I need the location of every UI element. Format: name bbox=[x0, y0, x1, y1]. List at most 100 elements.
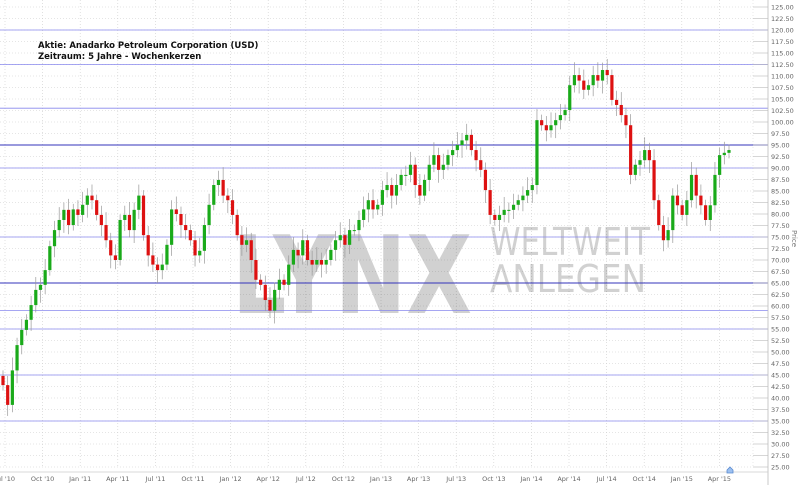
y-tick-label: 37.50 bbox=[771, 406, 790, 414]
candle-body bbox=[647, 150, 651, 161]
candle-body bbox=[254, 260, 258, 280]
candle-body bbox=[216, 179, 221, 186]
candle-body bbox=[516, 200, 520, 205]
candle-body bbox=[455, 145, 459, 151]
candle-body bbox=[118, 219, 122, 260]
candle-body bbox=[404, 174, 408, 176]
x-tick-label: Jan '12 bbox=[219, 475, 242, 483]
y-tick-label: 92.50 bbox=[771, 153, 790, 161]
candle-body bbox=[319, 260, 324, 265]
candle-body bbox=[305, 240, 310, 260]
candle-body bbox=[296, 249, 300, 256]
candle-body bbox=[535, 120, 539, 186]
y-tick-label: 67.50 bbox=[771, 268, 790, 276]
x-tick-label: Jul '13 bbox=[445, 475, 466, 483]
candle-body bbox=[577, 75, 581, 81]
y-tick-label: 120.00 bbox=[771, 26, 794, 34]
x-tick-label: Jan '11 bbox=[68, 475, 91, 483]
x-tick-label: Apr '15 bbox=[708, 475, 731, 483]
candle-body bbox=[34, 289, 38, 306]
candle-body bbox=[57, 219, 61, 231]
x-tick-label: Jul '10 bbox=[0, 475, 15, 483]
candle-body bbox=[338, 235, 342, 241]
candle-body bbox=[708, 205, 712, 220]
y-tick-label: 87.50 bbox=[771, 176, 790, 184]
candle-body bbox=[699, 195, 703, 206]
candle-body bbox=[493, 214, 497, 220]
candle-body bbox=[629, 125, 633, 175]
candle-body bbox=[188, 230, 192, 241]
candle-body bbox=[301, 240, 305, 256]
candle-body bbox=[385, 185, 389, 191]
candle-body bbox=[596, 75, 600, 81]
candle-body bbox=[90, 195, 94, 201]
candle-body bbox=[99, 214, 103, 226]
x-tick-label: Apr '11 bbox=[106, 475, 129, 483]
x-tick-label: Jul '14 bbox=[596, 475, 617, 483]
watermark-slogan-1: WELTWEIT bbox=[490, 220, 651, 264]
candle-body bbox=[497, 214, 502, 220]
candle-body bbox=[6, 385, 10, 405]
candle-body bbox=[324, 260, 328, 265]
candle-body bbox=[315, 260, 319, 265]
candle-body bbox=[685, 200, 689, 215]
candle-body bbox=[198, 250, 202, 256]
candle-body bbox=[352, 230, 356, 232]
x-tick-label: Oct '12 bbox=[332, 475, 355, 483]
y-tick-label: 27.50 bbox=[771, 452, 790, 460]
y-tick-label: 75.00 bbox=[771, 233, 790, 241]
x-tick-label: Jul '12 bbox=[295, 475, 316, 483]
candle-body bbox=[151, 255, 155, 265]
candle-body bbox=[141, 195, 146, 236]
candle-body bbox=[343, 235, 347, 245]
candle-body bbox=[418, 185, 422, 196]
scroll-home-icon[interactable] bbox=[726, 466, 734, 474]
x-tick-label: Apr '12 bbox=[257, 475, 280, 483]
lynx-watermark: LYNX WELTWEIT ANLEGEN bbox=[232, 214, 651, 339]
candle-body bbox=[722, 152, 726, 156]
candle-body bbox=[155, 264, 160, 271]
y-tick-label: 70.00 bbox=[771, 256, 790, 264]
candle-body bbox=[432, 155, 436, 165]
y-tick-label: 80.00 bbox=[771, 210, 790, 218]
candle-body bbox=[479, 160, 483, 170]
candle-body bbox=[291, 249, 295, 265]
x-tick-label: Oct '14 bbox=[633, 475, 656, 483]
candle-body bbox=[38, 284, 43, 290]
y-tick-label: 117.50 bbox=[771, 38, 794, 46]
y-tick-label: 47.50 bbox=[771, 360, 790, 368]
y-tick-label: 107.50 bbox=[771, 84, 794, 92]
candle-body bbox=[619, 104, 623, 116]
candle-body bbox=[460, 140, 464, 145]
candle-body bbox=[657, 200, 661, 226]
candle-body bbox=[221, 179, 225, 196]
candle-body bbox=[10, 370, 14, 405]
candle-body bbox=[689, 174, 694, 201]
y-tick-label: 62.50 bbox=[771, 291, 790, 299]
y-tick-label: 110.00 bbox=[771, 72, 794, 80]
candle-body bbox=[29, 305, 33, 320]
y-tick-label: 45.00 bbox=[771, 371, 790, 379]
candle-body bbox=[371, 200, 375, 210]
candle-body bbox=[540, 120, 544, 126]
candle-body bbox=[282, 279, 286, 285]
candle-body bbox=[113, 255, 118, 260]
candle-body bbox=[614, 99, 619, 105]
candle-body bbox=[465, 134, 469, 141]
candle-body bbox=[170, 209, 174, 245]
candle-body bbox=[703, 205, 708, 220]
y-tick-label: 97.50 bbox=[771, 130, 790, 138]
candle-body bbox=[24, 319, 29, 330]
y-tick-label: 115.00 bbox=[771, 49, 794, 57]
candle-body bbox=[666, 230, 670, 241]
candle-body bbox=[390, 185, 394, 196]
y-tick-label: 72.50 bbox=[771, 245, 790, 253]
candle-body bbox=[109, 240, 113, 256]
x-tick-label: Jan '15 bbox=[670, 475, 693, 483]
candle-body bbox=[671, 195, 675, 231]
y-tick-label: 35.00 bbox=[771, 417, 790, 425]
y-tick-label: 60.00 bbox=[771, 302, 790, 310]
y-tick-label: 102.50 bbox=[771, 107, 794, 115]
